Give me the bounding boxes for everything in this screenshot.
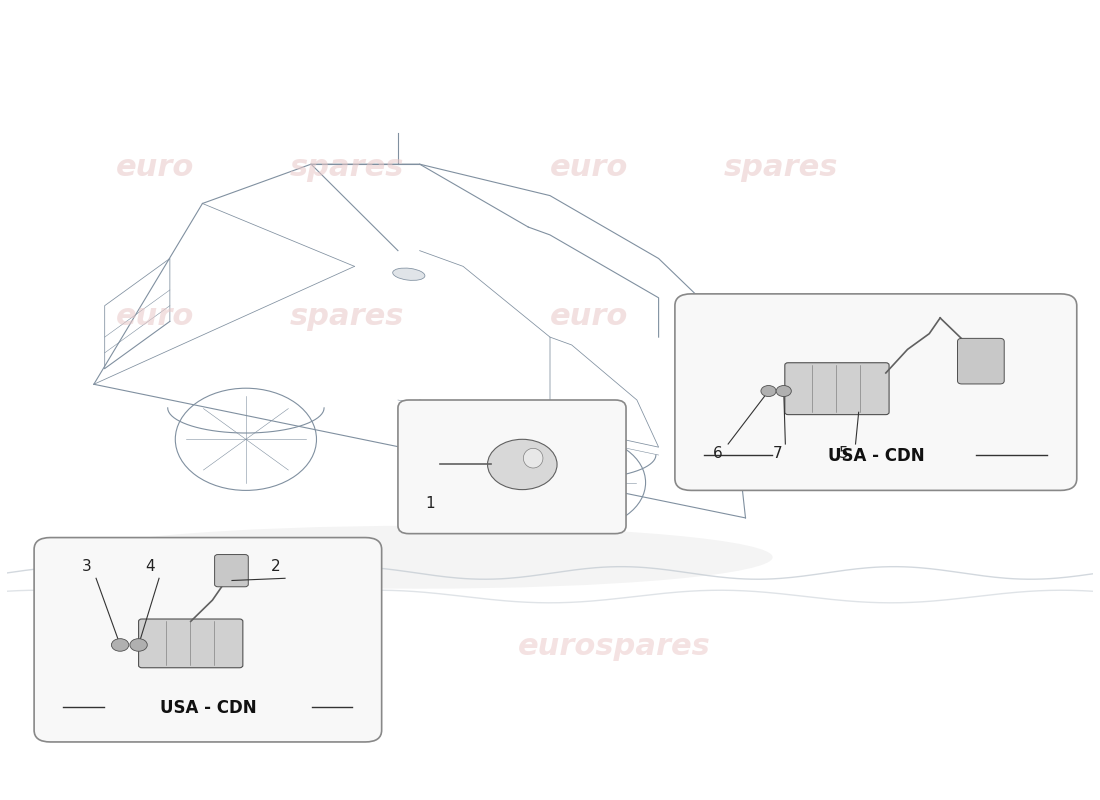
- Text: spares: spares: [724, 153, 838, 182]
- Text: 3: 3: [81, 559, 91, 574]
- Text: USA - CDN: USA - CDN: [827, 447, 924, 466]
- Circle shape: [130, 638, 147, 651]
- Text: 2: 2: [271, 559, 281, 574]
- Circle shape: [111, 638, 129, 651]
- FancyBboxPatch shape: [34, 538, 382, 742]
- Ellipse shape: [67, 526, 772, 589]
- FancyBboxPatch shape: [398, 400, 626, 534]
- Ellipse shape: [524, 448, 543, 468]
- Text: 7: 7: [772, 446, 782, 461]
- Text: USA - CDN: USA - CDN: [160, 699, 256, 717]
- FancyBboxPatch shape: [675, 294, 1077, 490]
- Text: spares: spares: [289, 153, 404, 182]
- FancyBboxPatch shape: [957, 338, 1004, 384]
- FancyBboxPatch shape: [784, 362, 889, 414]
- Text: 5: 5: [839, 446, 848, 461]
- Circle shape: [777, 386, 791, 397]
- Text: 1: 1: [426, 496, 434, 511]
- Text: spares: spares: [724, 302, 838, 331]
- Text: 4: 4: [145, 559, 154, 574]
- Ellipse shape: [393, 268, 425, 280]
- Text: 6: 6: [714, 446, 723, 461]
- Text: Quattroporte: Quattroporte: [463, 405, 505, 413]
- Text: euro: euro: [550, 302, 628, 331]
- Text: eurospares: eurospares: [51, 633, 243, 662]
- Text: spares: spares: [289, 302, 404, 331]
- Text: eurospares: eurospares: [517, 633, 711, 662]
- Circle shape: [761, 386, 777, 397]
- FancyBboxPatch shape: [214, 554, 249, 586]
- Text: euro: euro: [116, 302, 194, 331]
- Circle shape: [487, 439, 557, 490]
- FancyBboxPatch shape: [139, 619, 243, 668]
- Text: euro: euro: [550, 153, 628, 182]
- Text: euro: euro: [116, 153, 194, 182]
